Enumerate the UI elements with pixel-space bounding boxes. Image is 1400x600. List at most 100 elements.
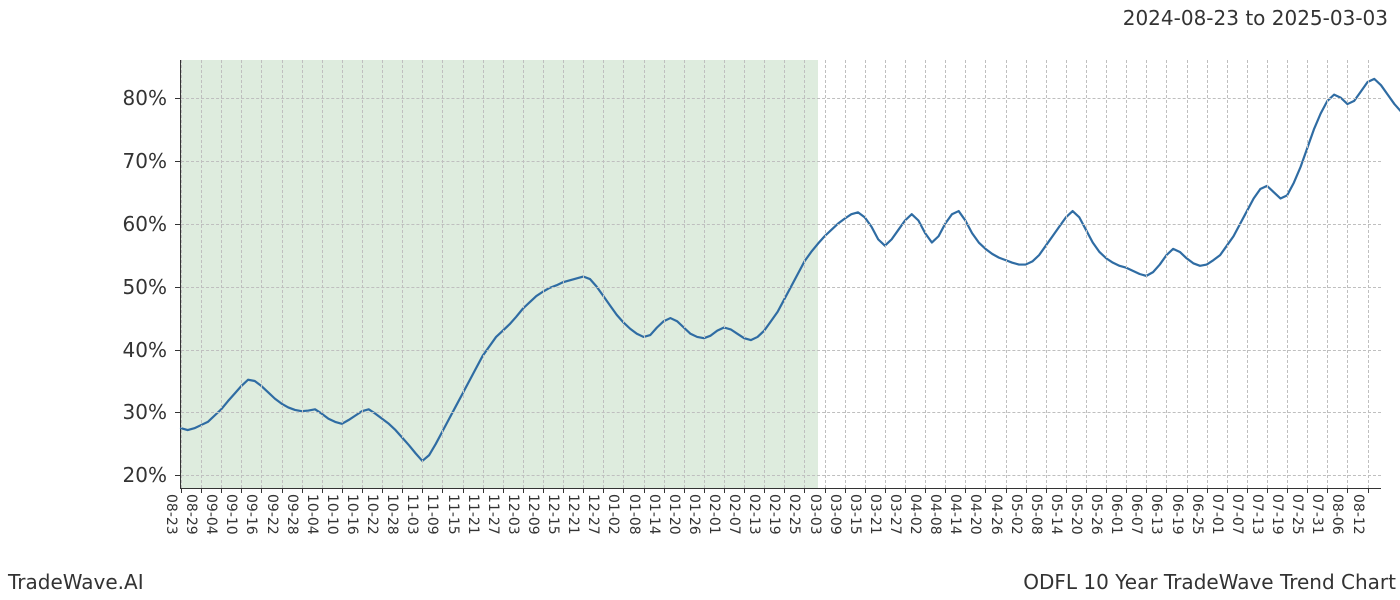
x-gridline: [402, 60, 403, 488]
x-gridline: [704, 60, 705, 488]
x-tick-mark: [583, 488, 584, 493]
x-tick-mark: [704, 488, 705, 493]
x-tick-label: 09-22: [264, 494, 280, 535]
x-gridline: [382, 60, 383, 488]
x-tick-mark: [1267, 488, 1268, 493]
x-gridline: [1166, 60, 1167, 488]
x-tick-label: 12-15: [545, 494, 561, 535]
x-tick-mark: [181, 488, 182, 493]
x-tick-label: 01-08: [626, 494, 642, 535]
y-tick-label: 80%: [123, 86, 181, 110]
x-tick-label: 09-28: [284, 494, 300, 535]
x-gridline: [905, 60, 906, 488]
x-tick-label: 06-07: [1128, 494, 1144, 535]
x-gridline: [181, 60, 182, 488]
x-tick-mark: [422, 488, 423, 493]
x-tick-label: 03-09: [827, 494, 843, 535]
x-tick-mark: [1187, 488, 1188, 493]
x-gridline: [885, 60, 886, 488]
x-gridline: [644, 60, 645, 488]
x-tick-label: 07-31: [1309, 494, 1325, 535]
y-tick-label: 40%: [123, 338, 181, 362]
x-tick-mark: [201, 488, 202, 493]
x-tick-mark: [724, 488, 725, 493]
x-tick-mark: [825, 488, 826, 493]
x-tick-label: 08-06: [1329, 494, 1345, 535]
x-tick-label: 06-13: [1148, 494, 1164, 535]
y-gridline: [181, 350, 1381, 351]
trend-line: [181, 60, 1381, 488]
x-gridline: [985, 60, 986, 488]
x-tick-label: 05-08: [1028, 494, 1044, 535]
x-gridline: [1227, 60, 1228, 488]
x-tick-mark: [1026, 488, 1027, 493]
x-gridline: [1347, 60, 1348, 488]
x-gridline: [865, 60, 866, 488]
x-tick-mark: [1066, 488, 1067, 493]
x-tick-mark: [1146, 488, 1147, 493]
x-tick-label: 05-14: [1048, 494, 1064, 535]
x-tick-mark: [362, 488, 363, 493]
x-tick-mark: [985, 488, 986, 493]
x-gridline: [342, 60, 343, 488]
x-tick-mark: [1126, 488, 1127, 493]
x-gridline: [282, 60, 283, 488]
x-tick-label: 02-01: [706, 494, 722, 535]
x-gridline: [764, 60, 765, 488]
x-gridline: [1146, 60, 1147, 488]
x-gridline: [302, 60, 303, 488]
x-tick-label: 04-26: [988, 494, 1004, 535]
x-gridline: [1368, 60, 1369, 488]
x-gridline: [563, 60, 564, 488]
x-tick-mark: [925, 488, 926, 493]
y-gridline: [181, 161, 1381, 162]
x-tick-mark: [302, 488, 303, 493]
x-gridline: [1287, 60, 1288, 488]
x-tick-mark: [764, 488, 765, 493]
x-tick-mark: [804, 488, 805, 493]
x-tick-mark: [1006, 488, 1007, 493]
y-gridline: [181, 287, 1381, 288]
x-tick-mark: [664, 488, 665, 493]
x-gridline: [241, 60, 242, 488]
x-gridline: [523, 60, 524, 488]
x-gridline: [1207, 60, 1208, 488]
x-gridline: [724, 60, 725, 488]
x-tick-mark: [282, 488, 283, 493]
x-tick-mark: [402, 488, 403, 493]
x-gridline: [1106, 60, 1107, 488]
x-tick-label: 01-02: [605, 494, 621, 535]
x-gridline: [1086, 60, 1087, 488]
x-tick-mark: [1227, 488, 1228, 493]
x-gridline: [784, 60, 785, 488]
x-gridline: [1267, 60, 1268, 488]
trend-line-path: [181, 79, 1400, 461]
x-tick-label: 04-20: [967, 494, 983, 535]
x-tick-label: 05-20: [1068, 494, 1084, 535]
x-gridline: [503, 60, 504, 488]
x-gridline: [965, 60, 966, 488]
x-tick-label: 11-21: [465, 494, 481, 535]
y-gridline: [181, 224, 1381, 225]
x-tick-mark: [845, 488, 846, 493]
y-gridline: [181, 475, 1381, 476]
x-tick-label: 11-27: [485, 494, 501, 535]
y-gridline: [181, 412, 1381, 413]
x-tick-label: 07-13: [1249, 494, 1265, 535]
x-tick-label: 02-25: [786, 494, 802, 535]
x-gridline: [925, 60, 926, 488]
x-tick-mark: [965, 488, 966, 493]
y-tick-label: 50%: [123, 275, 181, 299]
x-tick-label: 06-01: [1108, 494, 1124, 535]
x-tick-mark: [241, 488, 242, 493]
x-tick-mark: [1166, 488, 1167, 493]
x-gridline: [744, 60, 745, 488]
x-tick-label: 08-23: [163, 494, 179, 535]
x-tick-mark: [1307, 488, 1308, 493]
x-tick-mark: [1287, 488, 1288, 493]
date-range-label: 2024-08-23 to 2025-03-03: [1123, 6, 1388, 30]
y-tick-label: 60%: [123, 212, 181, 236]
x-tick-mark: [543, 488, 544, 493]
x-gridline: [1307, 60, 1308, 488]
x-tick-mark: [1046, 488, 1047, 493]
